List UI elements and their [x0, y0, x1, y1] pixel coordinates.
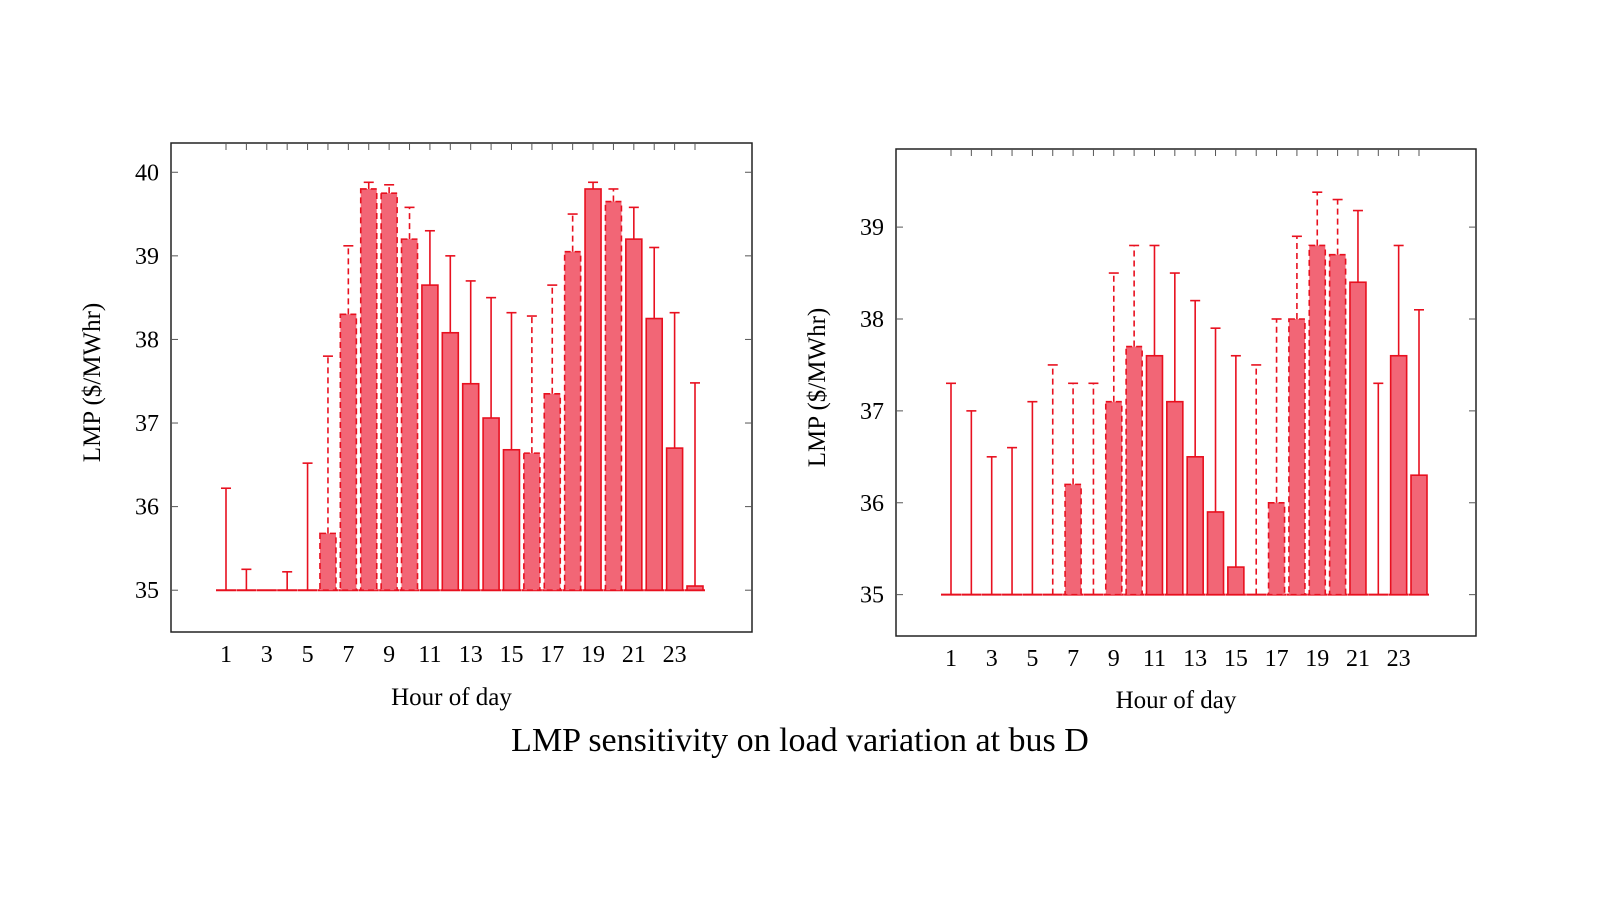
x-tick-label: 13 — [1183, 646, 1207, 672]
bar — [1166, 400, 1184, 596]
bar — [1267, 501, 1286, 596]
bar — [1308, 244, 1327, 596]
x-axis-title: Hour of day — [391, 684, 512, 711]
plot-frame — [170, 142, 753, 633]
bar — [380, 192, 398, 592]
y-tick-label: 36 — [135, 495, 159, 521]
y-tick-label: 36 — [860, 491, 884, 517]
x-tick-label: 5 — [1026, 646, 1038, 672]
x-tick-label: 5 — [302, 642, 314, 668]
y-axis-title: LMP ($/MWhr) — [79, 303, 106, 462]
x-tick-label: 11 — [1143, 646, 1166, 672]
x-tick-label: 15 — [499, 642, 523, 668]
bar — [319, 532, 337, 592]
bar — [1206, 511, 1225, 596]
x-tick-label: 19 — [1305, 646, 1329, 672]
bar — [543, 392, 562, 592]
x-tick-label: 21 — [622, 642, 646, 668]
bar — [1328, 253, 1347, 596]
x-tick-label: 19 — [581, 642, 605, 668]
y-tick-label: 39 — [860, 215, 884, 241]
y-tick-label: 37 — [860, 399, 884, 425]
plot-frame — [895, 148, 1477, 637]
x-tick-label: 23 — [663, 642, 687, 668]
bar — [645, 317, 664, 592]
bar — [400, 238, 419, 592]
y-axis-title: LMP ($/MWhr) — [804, 308, 831, 467]
x-tick-label: 11 — [418, 642, 441, 668]
bar — [1349, 281, 1367, 596]
bar — [604, 200, 623, 592]
x-tick-label: 21 — [1346, 646, 1370, 672]
bar — [686, 585, 704, 592]
bar — [665, 447, 684, 592]
bar — [1104, 400, 1123, 596]
x-tick-label: 23 — [1387, 646, 1411, 672]
x-tick-label: 1 — [220, 642, 232, 668]
x-tick-label: 9 — [383, 642, 395, 668]
y-tick-label: 35 — [860, 583, 884, 609]
bar — [584, 188, 602, 592]
bar — [1186, 456, 1204, 596]
x-axis-title: Hour of day — [1116, 687, 1237, 714]
bar — [523, 452, 541, 592]
x-tick-label: 13 — [459, 642, 483, 668]
bar — [1125, 345, 1143, 596]
x-tick-label: 7 — [342, 642, 354, 668]
x-tick-label: 1 — [945, 646, 957, 672]
x-tick-label: 7 — [1067, 646, 1079, 672]
x-tick-label: 3 — [986, 646, 998, 672]
bar — [1288, 318, 1306, 596]
y-tick-label: 37 — [135, 411, 159, 437]
x-tick-label: 15 — [1224, 646, 1248, 672]
bar — [421, 284, 439, 592]
x-tick-label: 3 — [261, 642, 273, 668]
bar — [441, 331, 460, 592]
bar — [1064, 483, 1082, 596]
y-tick-label: 38 — [860, 307, 884, 333]
bar — [359, 188, 378, 592]
bar — [1410, 474, 1428, 596]
bar — [625, 238, 643, 592]
bar — [1227, 566, 1245, 596]
bar — [502, 448, 521, 592]
bar — [482, 417, 500, 592]
y-tick-label: 35 — [135, 578, 159, 604]
bar — [461, 382, 480, 592]
bar — [339, 313, 358, 592]
x-tick-label: 17 — [1265, 646, 1289, 672]
x-tick-label: 17 — [540, 642, 564, 668]
bar — [563, 250, 582, 592]
figure-caption: LMP sensitivity on load variation at bus… — [511, 722, 1089, 759]
bar — [1389, 354, 1408, 596]
y-tick-label: 38 — [135, 327, 159, 353]
y-tick-label: 40 — [135, 160, 159, 186]
y-tick-label: 39 — [135, 244, 159, 270]
x-tick-label: 9 — [1108, 646, 1120, 672]
bar — [1145, 354, 1164, 596]
